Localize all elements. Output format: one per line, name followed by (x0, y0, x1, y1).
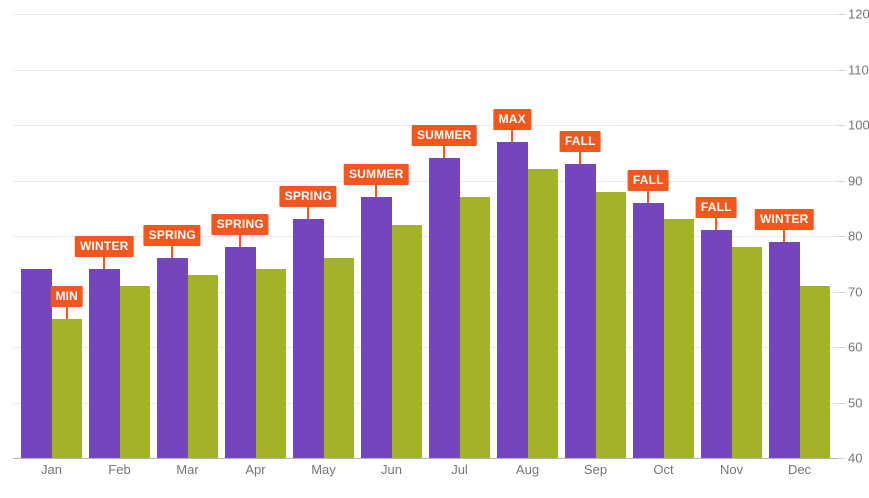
gridline (13, 402, 838, 404)
x-axis-label: Dec (787, 462, 812, 477)
y-axis-label: 60 (848, 339, 863, 355)
bar-nov-purple[interactable] (701, 230, 732, 458)
y-axis-tick (838, 14, 845, 15)
y-axis-tick (838, 291, 845, 293)
x-axis-label: Nov (719, 462, 744, 477)
bar-jan-green[interactable] (51, 319, 82, 458)
x-axis-line (13, 458, 838, 459)
y-axis-tick (838, 236, 845, 237)
annotation-connector (783, 229, 786, 242)
x-axis-label: Aug (515, 462, 540, 477)
annotation-label-summer: SUMMER (343, 164, 409, 186)
bar-sep-purple[interactable] (565, 163, 596, 458)
bar-feb-green[interactable] (119, 285, 150, 458)
x-axis-label: Jan (41, 462, 62, 477)
bar-mar-purple[interactable] (157, 258, 188, 458)
y-axis-tick (838, 347, 845, 348)
bar-sep-green[interactable] (595, 191, 626, 458)
annotation-label-spring: SPRING (143, 225, 201, 247)
annotation-label-min: MIN (50, 286, 84, 308)
annotation-label-winter: WINTER (74, 236, 134, 258)
bar-apr-green[interactable] (255, 269, 286, 458)
gridline (13, 347, 838, 348)
gridline (13, 180, 838, 182)
y-axis-label: 40 (848, 450, 863, 466)
annotation-connector (579, 151, 582, 164)
y-axis-label: 50 (848, 395, 863, 410)
x-axis-label: Jun (381, 462, 402, 477)
annotation-label-spring: SPRING (279, 186, 337, 208)
bar-jul-green[interactable] (459, 197, 490, 458)
y-axis-tick (838, 125, 845, 126)
x-axis-label: Oct (653, 462, 674, 477)
y-axis-label: 100 (848, 117, 869, 133)
bar-feb-purple[interactable] (89, 269, 120, 458)
y-axis-label: 80 (848, 228, 863, 244)
y-axis-label: 70 (848, 284, 863, 299)
bar-apr-purple[interactable] (225, 247, 256, 458)
bar-jul-purple[interactable] (429, 158, 460, 458)
x-axis-label: Apr (245, 462, 266, 477)
bar-jan-purple[interactable] (21, 269, 52, 458)
y-axis-tick (838, 458, 845, 459)
annotation-connector (375, 185, 378, 198)
annotation-connector (239, 235, 242, 248)
annotation-connector (307, 207, 310, 220)
annotation-connector (65, 307, 68, 320)
y-axis-tick (838, 402, 845, 404)
annotation-connector (511, 129, 514, 142)
y-axis-label: 90 (848, 173, 863, 188)
y-axis-label: 110 (848, 62, 869, 77)
gridline (13, 236, 838, 237)
gridline (13, 69, 838, 71)
annotation-label-fall: FALL (695, 197, 737, 219)
bar-dec-green[interactable] (799, 285, 830, 458)
annotation-connector (171, 246, 174, 259)
bar-aug-green[interactable] (527, 169, 558, 458)
bar-dec-purple[interactable] (769, 241, 800, 458)
x-axis-label: Sep (583, 462, 608, 477)
annotation-label-winter: WINTER (754, 208, 814, 230)
annotation-connector (103, 257, 106, 270)
x-axis-label: May (311, 462, 336, 477)
bar-jun-green[interactable] (391, 224, 422, 458)
bar-nov-green[interactable] (731, 247, 762, 458)
annotation-connector (647, 190, 650, 203)
bar-oct-green[interactable] (663, 219, 694, 458)
annotation-label-max: MAX (493, 108, 531, 130)
y-axis-label: 120 (848, 6, 869, 22)
annotation-connector (715, 218, 718, 231)
y-axis-tick (838, 180, 845, 182)
bar-may-green[interactable] (323, 258, 354, 458)
bar-aug-purple[interactable] (497, 141, 528, 458)
gridline (13, 14, 838, 15)
x-axis-label: Jul (451, 462, 468, 477)
annotation-label-spring: SPRING (211, 214, 269, 236)
gridline (13, 291, 838, 293)
bar-mar-green[interactable] (187, 274, 218, 458)
annotation-label-fall: FALL (559, 130, 601, 152)
annotation-connector (443, 146, 446, 159)
bar-oct-purple[interactable] (633, 202, 664, 458)
annotation-label-summer: SUMMER (411, 125, 477, 147)
annotation-label-fall: FALL (627, 169, 669, 191)
x-axis-label: Mar (176, 462, 199, 477)
x-axis-label: Feb (108, 462, 131, 477)
bar-may-purple[interactable] (293, 219, 324, 458)
bar-jun-purple[interactable] (361, 197, 392, 458)
y-axis-tick (838, 69, 845, 71)
